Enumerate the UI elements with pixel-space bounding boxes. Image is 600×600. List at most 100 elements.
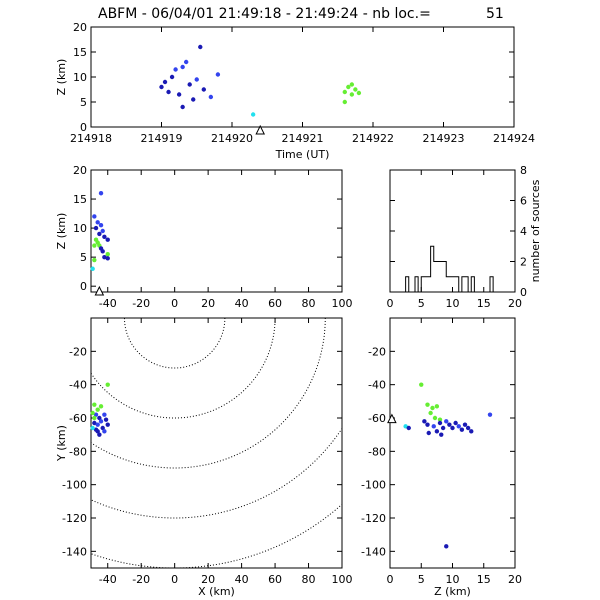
lightning-source-point	[434, 404, 440, 409]
x-tick-label: 5	[418, 297, 425, 310]
lightning-source-point	[102, 234, 107, 240]
lightning-source-point	[92, 243, 97, 248]
lightning-source-point	[432, 415, 438, 421]
y-tick-label: -40	[368, 379, 386, 392]
lightning-source-point	[349, 82, 355, 87]
lightning-source-point	[90, 425, 95, 431]
x-tick-label: -40	[99, 297, 117, 310]
lightning-source-point	[176, 92, 182, 97]
y-tick-label: 0	[80, 121, 87, 134]
lightning-source-point	[462, 422, 468, 427]
lightning-source-point	[93, 225, 99, 231]
lightning-source-point	[439, 432, 444, 437]
lightning-source-point	[459, 427, 465, 432]
x-tick-label: 214922	[352, 132, 394, 145]
lightning-source-point	[95, 220, 100, 225]
lightning-source-point	[95, 429, 100, 434]
zy-side-panel: 0 5 10 15 20 -20 -40 -60 -80 -100 -120 -140 Z (km)	[361, 317, 522, 598]
lightning-source-point	[346, 84, 351, 90]
x-tick-label: 80	[302, 297, 316, 310]
lightning-source-point	[187, 82, 192, 87]
y-tick-label: 15	[73, 193, 87, 206]
x-tick-label: 214918	[70, 132, 112, 145]
y-tick-label: -140	[62, 545, 87, 558]
lightning-source-point	[92, 214, 97, 219]
lightning-source-point	[166, 89, 171, 95]
range-rings	[91, 318, 342, 568]
x-axis-label: X (km)	[198, 585, 235, 598]
y-tick-label: 4	[520, 225, 527, 238]
lightning-source-point	[437, 417, 443, 422]
y-tick-label: -100	[361, 479, 386, 492]
y-tick-label: 5	[80, 251, 87, 264]
y-tick-label: 0	[80, 280, 87, 293]
lightning-source-point	[97, 415, 102, 421]
x-tick-label: 20	[201, 297, 215, 310]
x-tick-label: 20	[508, 297, 522, 310]
x-tick-label: 214920	[211, 132, 253, 145]
lightning-source-point	[450, 425, 455, 431]
y-tick-label: -80	[69, 445, 87, 458]
lightning-source-point	[173, 67, 178, 72]
lightning-source-point	[98, 191, 104, 196]
lightning-source-point	[444, 544, 449, 549]
y-tick-label: -120	[361, 512, 386, 525]
lightning-source-point	[426, 430, 431, 436]
lightning-source-point	[425, 422, 430, 427]
y-tick-label: 10	[73, 222, 87, 235]
y-tick-label: -140	[361, 545, 386, 558]
lightning-source-point	[105, 256, 110, 261]
y-tick-label: 6	[520, 195, 527, 208]
lightning-source-point	[465, 425, 471, 431]
lightning-source-point	[453, 420, 458, 426]
lightning-source-point	[198, 44, 203, 50]
y-axis-label: Z (km)	[55, 59, 68, 96]
lightning-source-point	[447, 422, 452, 427]
lightning-source-point	[444, 419, 449, 424]
lightning-source-point	[105, 422, 110, 427]
x-tick-label: 40	[235, 573, 249, 586]
lightning-source-point	[406, 425, 411, 431]
y-tick-label: 15	[73, 46, 87, 59]
range-ring	[123, 318, 226, 369]
lightning-source-point	[105, 382, 110, 387]
lightning-source-point	[180, 64, 185, 70]
x-tick-label: 0	[387, 573, 394, 586]
lightning-source-point	[440, 425, 446, 431]
lightning-source-point	[434, 429, 440, 434]
y-tick-label: 2	[520, 256, 527, 269]
y-axis-label: Z (km)	[55, 213, 68, 250]
lightning-source-point	[183, 59, 189, 65]
lightning-source-point	[469, 429, 474, 434]
x-tick-label: 40	[235, 297, 249, 310]
lightning-source-point	[98, 419, 104, 424]
y-tick-label: -60	[368, 412, 386, 425]
lightning-source-point	[419, 382, 424, 387]
histogram-step-line	[390, 245, 515, 293]
station-triangle-marker	[255, 124, 266, 135]
lightning-source-point	[92, 415, 97, 421]
x-tick-label: 0	[171, 573, 178, 586]
y-tick-label: 10	[73, 71, 87, 84]
x-tick-label: 5	[418, 573, 425, 586]
lightning-source-point	[95, 422, 100, 427]
x-axis-label: Time (UT)	[275, 148, 330, 161]
lightning-source-point	[169, 74, 175, 80]
y-tick-label: -40	[69, 379, 87, 392]
lightning-source-point	[97, 432, 102, 437]
lightning-source-point	[162, 79, 168, 85]
x-tick-label: 60	[268, 573, 282, 586]
y-tick-label: 5	[80, 96, 87, 109]
y-tick-label: 20	[73, 21, 87, 34]
lightning-source-point	[428, 410, 433, 416]
lightning-source-point	[105, 252, 110, 257]
y-tick-label: -100	[62, 479, 87, 492]
y-tick-label: -80	[368, 445, 386, 458]
lightning-source-point	[100, 249, 105, 254]
lightning-source-point	[349, 92, 355, 97]
x-tick-label: 0	[171, 297, 178, 310]
lightning-source-point	[215, 72, 221, 77]
lightning-source-point	[487, 412, 493, 417]
lightning-source-point	[250, 112, 256, 117]
y-axis-label: number of sources	[529, 179, 542, 282]
